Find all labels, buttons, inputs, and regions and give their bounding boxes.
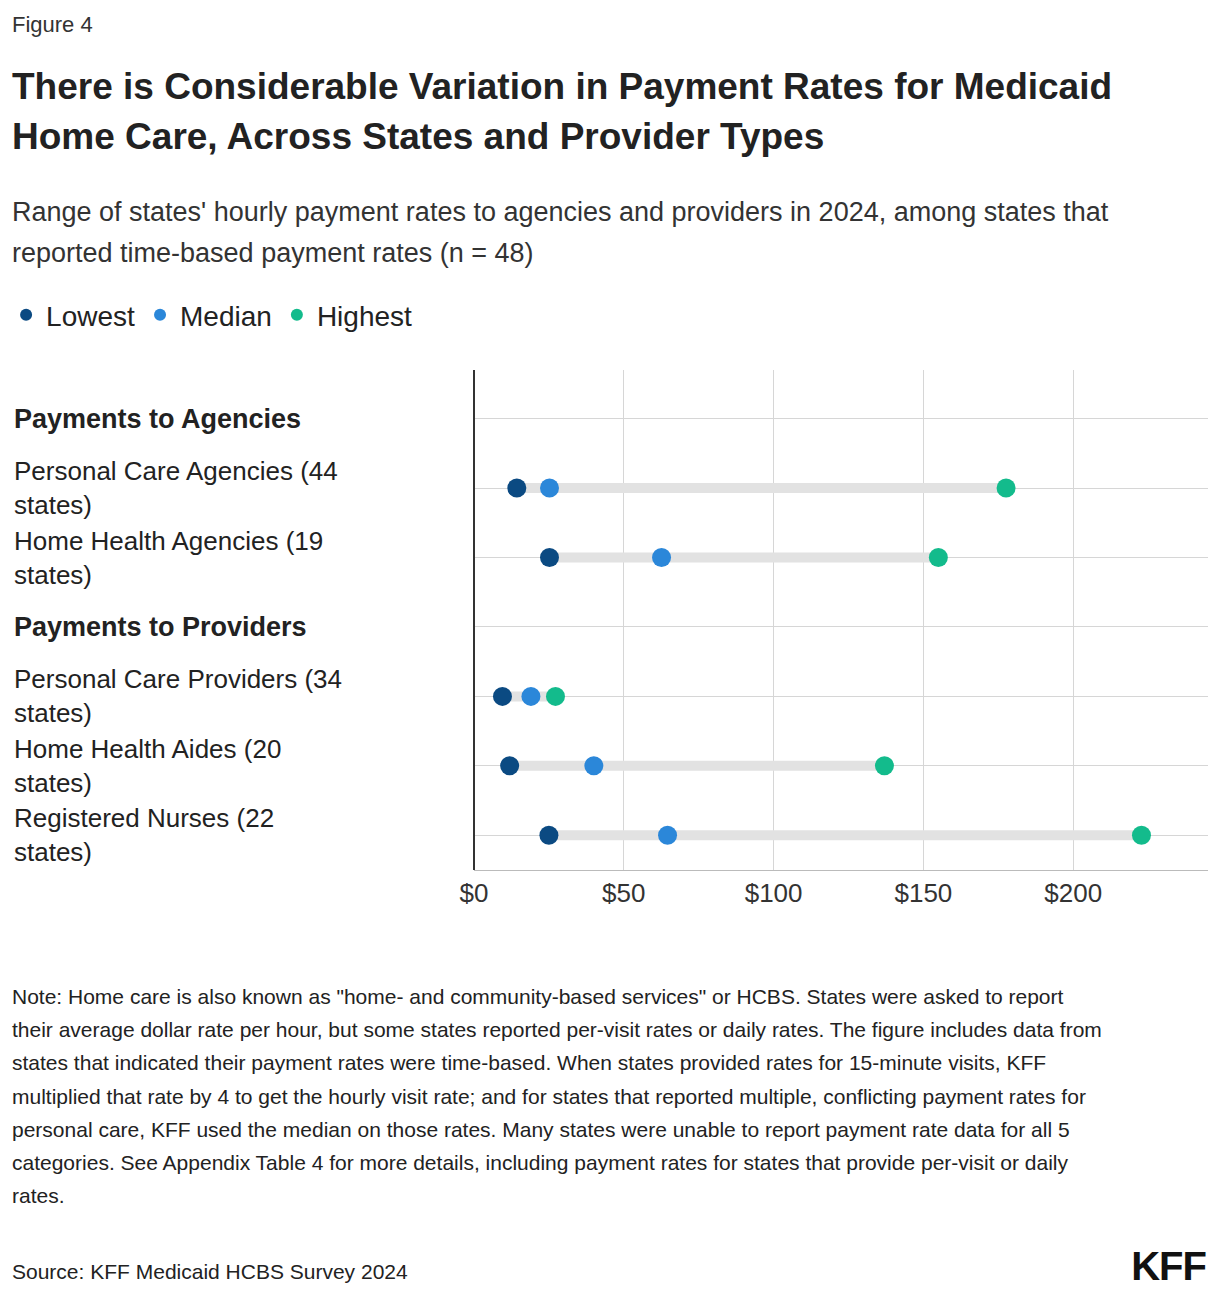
svg-text:$100: $100 [745,878,803,908]
svg-text:$150: $150 [894,878,952,908]
html-text:There is Considerable Variatio: There is Considerable Variation in Payme… [12,66,1112,157]
svg-text:Registered Nurses (22states): Registered Nurses (22states) [14,803,274,867]
html-text:KFF: KFF [1131,1244,1206,1288]
svg-text:Personal Care Providers (34sta: Personal Care Providers (34states) [14,664,342,728]
html-text:Figure 4: Figure 4 [12,12,93,37]
html-text:Note: Home care is also known: Note: Home care is also known as "home- … [12,985,1102,1207]
svg-text:$0: $0 [460,878,489,908]
svg-text:Lowest: Lowest [46,301,135,332]
svg-text:Median: Median [180,301,272,332]
svg-text:$50: $50 [602,878,645,908]
svg-text:Personal Care Agencies (44stat: Personal Care Agencies (44states) [14,456,338,520]
html-text:Range of states' hourly paymen: Range of states' hourly payment rates to… [12,197,1109,268]
html-text:Source: KFF Medicaid HCBS Surv: Source: KFF Medicaid HCBS Survey 2024 [12,1260,408,1283]
svg-text:Home Health Agencies (19states: Home Health Agencies (19states) [14,526,323,590]
svg-text:Highest: Highest [317,301,412,332]
svg-text:Payments to Providers: Payments to Providers [14,612,307,642]
svg-text:Payments to Agencies: Payments to Agencies [14,404,301,434]
svg-text:Home Health Aides (20states): Home Health Aides (20states) [14,734,281,798]
svg-text:$200: $200 [1044,878,1102,908]
